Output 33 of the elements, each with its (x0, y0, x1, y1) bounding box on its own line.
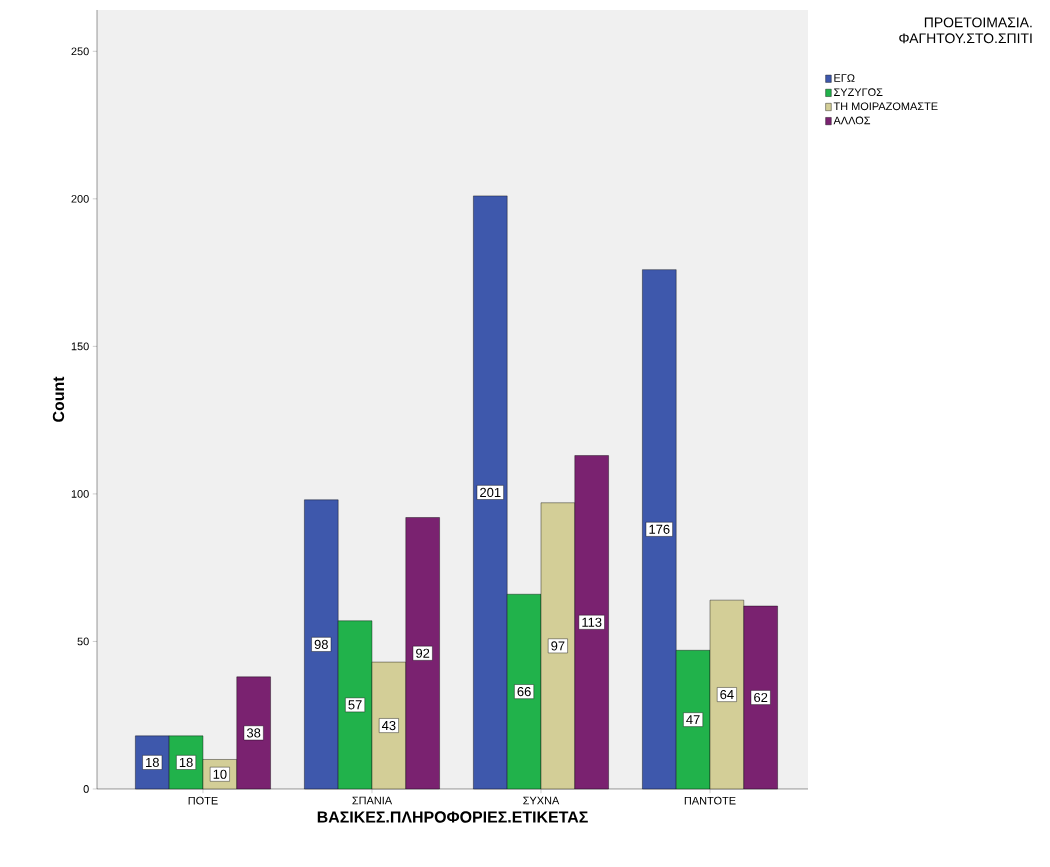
y-tick-label: 0 (83, 785, 89, 793)
y-tick-label: 100 (71, 490, 89, 498)
y-tick-label: 250 (71, 47, 89, 56)
data-label: 57 (348, 700, 362, 710)
legend-label: ΣΥΖΥΓΟΣ (834, 88, 883, 97)
data-label: 38 (246, 728, 261, 738)
data-label: 43 (381, 720, 396, 731)
data-label: 62 (754, 692, 768, 703)
data-label: 201 (480, 487, 501, 498)
data-label: 18 (146, 757, 159, 768)
legend-label: ΑΛΛΟΣ (833, 116, 871, 125)
y-axis-title: Count (52, 376, 65, 422)
legend-title: ΠΡΟΕΤΟΙΜΑΣΙΑ. ΦΑΓΗΤΟΥ.ΣΤΟ.ΣΠΙΤΙ (899, 17, 1032, 44)
data-label: 18 (179, 757, 193, 768)
y-tick-label: 200 (71, 194, 89, 203)
x-axis-title: ΒΑΣΙΚΕΣ.ΠΛΗΡΟΦΟΡΙΕΣ.ΕΤΙΚΕΤΑΣ (317, 811, 588, 823)
data-label: 10 (213, 769, 227, 779)
data-label: 113 (582, 617, 602, 627)
data-label: 47 (686, 715, 700, 725)
data-label: 64 (720, 689, 734, 700)
data-label: 92 (416, 648, 430, 658)
x-tick-label: ΣΠΑΝΙΑ (352, 796, 393, 805)
data-label: 66 (517, 687, 531, 697)
x-tick-label: ΠΟΤΕ (188, 796, 218, 805)
y-tick-label: 150 (71, 342, 89, 351)
data-label: 97 (551, 641, 565, 651)
y-tick-label: 50 (77, 637, 89, 646)
legend-label: ΤΗ ΜΟΙΡΑΖΟΜΑΣΤΕ (833, 102, 938, 111)
x-tick-label: ΠΑΝΤΟΤΕ (684, 796, 736, 805)
legend-label: ΕΓΩ (834, 74, 855, 82)
data-label: 98 (314, 639, 328, 649)
x-tick-label: ΣΥΧΝΑ (523, 796, 560, 805)
data-label: 176 (649, 524, 670, 534)
